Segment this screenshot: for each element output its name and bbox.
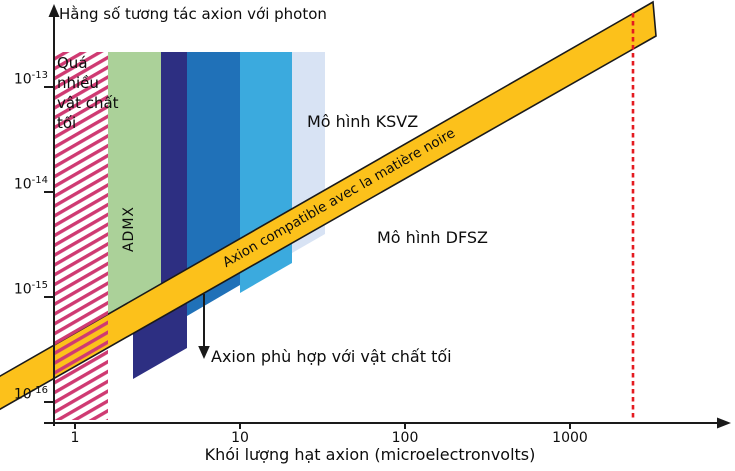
annotation-arrowhead — [198, 346, 210, 359]
y-axis-title: Hằng số tương tác axion với photon — [59, 5, 327, 23]
y-tick-1e-15: 10-15 — [13, 280, 48, 298]
x-axis-label: Khói lượng hạt axion (microelectronvolts… — [204, 445, 536, 464]
x-tick-1: 1 — [70, 430, 80, 446]
axion-band — [0, 0, 657, 411]
x-axis-arrowhead — [717, 417, 731, 429]
dfsz-model-label: Mô hình DFSZ — [377, 228, 488, 247]
ksvz-model-label: Mô hình KSVZ — [307, 112, 419, 131]
y-axis-arrowhead — [48, 4, 60, 17]
too-much-dark-matter-label: Quá nhiều vật chất tối — [57, 54, 119, 132]
x-tick-1000: 1000 — [552, 430, 588, 446]
x-tick-100: 100 — [391, 430, 419, 446]
region-admx-searched — [108, 52, 161, 316]
dark-matter-arrow-label: Axion phù hợp với vật chất tối — [211, 347, 452, 366]
y-tick-1e-14: 10-14 — [13, 175, 48, 193]
y-tick-1e-13: 10-13 — [13, 70, 48, 88]
region-too-much-dark-matter — [55, 52, 108, 420]
admx-label: ADMX — [121, 205, 137, 253]
x-tick-10: 10 — [231, 430, 249, 446]
y-tick-1e-16: 10-16 — [13, 385, 48, 403]
